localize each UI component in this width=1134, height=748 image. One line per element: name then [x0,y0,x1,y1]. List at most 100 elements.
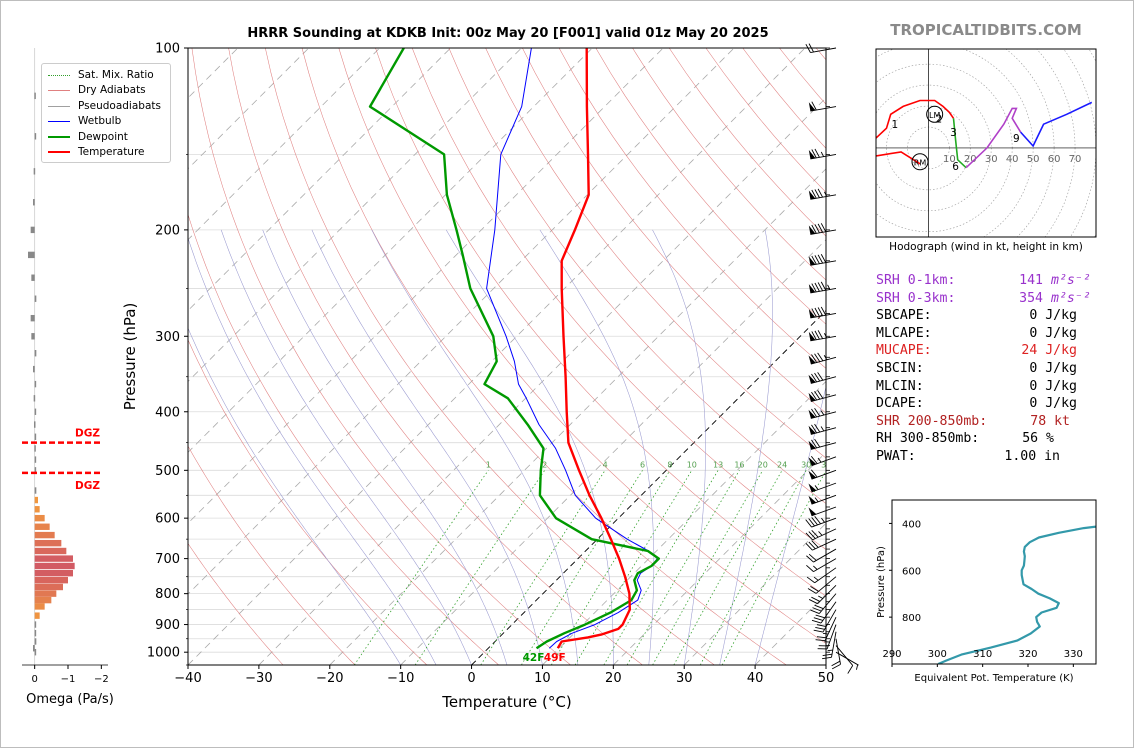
wind-barb [808,188,837,200]
mixing-ratio-label: 6 [640,460,645,469]
omega-bar [34,408,37,415]
dry-adiabat-line [191,48,571,665]
omega-bar [33,365,35,373]
wind-barb [808,482,837,493]
range-ring-label: 50 [1027,154,1040,165]
wind-barb [805,538,837,551]
mixing-ratio-label: 1 [486,460,491,469]
isotherm-line [613,451,826,665]
hodograph-trace [876,151,921,165]
omega-x-axis-label: Omega (Pa/s) [26,692,114,707]
omega-bar [31,274,35,281]
wind-barb [835,645,854,674]
omega-bar [34,380,37,388]
isotherm-line [471,309,826,665]
dry-adiabat-line [188,339,428,665]
legend-item-temperature: Temperature [48,145,145,159]
omega-bar [34,421,36,428]
height-label: 3 [950,127,957,139]
y-tick-label: 800 [155,587,180,602]
wind-barb [808,390,837,402]
dry-adiabat-line [742,48,826,149]
wind-barb [831,638,841,670]
wind-barb [805,516,837,528]
y-tick-label: 400 [155,405,180,420]
y-tick-label: 100 [155,42,180,57]
theta-e-x-tick-label: 310 [973,649,992,660]
omega-x-tick-label: −2 [94,674,109,685]
wind-barb [806,567,837,584]
param-dcape: DCAPE: 0 J/kg [876,396,1077,412]
omega-bar [34,496,38,504]
dry-adiabat-line [338,48,826,644]
theta-e-y-tick-label: 600 [902,566,921,577]
wind-barb [806,548,837,563]
mixing-ratio-label: 4 [603,460,608,469]
wind-barb [805,528,837,541]
omega-bar [34,576,68,584]
isotherm-line [188,48,593,453]
wind-barb [808,372,837,384]
omega-bar [33,395,36,402]
hodograph-trace [876,99,955,139]
wind-barb [808,494,837,505]
omega-bar [34,445,36,452]
omega-bar [30,226,35,234]
isotherm-line [825,664,826,665]
right-mover-marker [911,153,929,171]
dry-adiabat-line [188,213,499,665]
dry-adiabat-line [522,48,826,414]
mixing-ratio-line [699,470,807,665]
x-tick-label: −10 [387,671,414,686]
mixing-ratio-label: 24 [777,460,787,469]
omega-bar [31,333,35,340]
wind-barb [808,281,837,294]
range-ring-label: 10 [943,154,956,165]
theta-e-x-axis-label: Equivalent Pot. Temperature (K) [914,673,1073,684]
pseudoadiabat-line [754,385,826,665]
range-ring-label: 70 [1069,154,1082,165]
legend-item-dry-adiabats: Dry Adiabats [48,83,146,97]
wind-barb [808,469,837,480]
hodograph-trace [1020,101,1093,148]
pseudoadiabat-line [445,229,614,665]
range-ring-label: 60 [1048,154,1061,165]
param-pwat: PWAT: 1.00 in [876,448,1060,464]
mixing-ratio-line [550,470,671,665]
wind-barb [808,306,837,319]
wind-barb [808,438,837,450]
wind-barb [807,576,837,594]
theta-e-x-tick-label: 290 [882,649,901,660]
isotherm-line [188,48,735,595]
wind-barb [835,651,859,670]
hodograph-trace [965,107,1022,169]
param-sbcape: SBCAPE: 0 J/kg [876,308,1077,324]
isotherm-line [683,522,826,665]
omega-bar [34,612,40,619]
y-axis-label: Pressure (hPa) [121,303,139,411]
mixing-ratio-line [626,470,740,665]
theta-e-profile [937,525,1096,664]
wind-barb [808,584,837,605]
omega-bar [34,590,57,597]
mixing-ratio-label: 16 [734,460,744,469]
isotherm-line [188,48,664,524]
omega-bar [34,629,37,637]
wind-barb [815,616,837,642]
pseudoadiabat-line [311,229,543,665]
x-tick-label: −30 [245,671,272,686]
height-label: 9 [1013,133,1020,145]
dry-adiabat-line [448,48,826,504]
param-srh-3km: SRH 0-3km: 354 m²s⁻² [876,290,1091,306]
wind-barb [808,506,837,517]
mixing-ratio-line [353,470,489,665]
omega-bar [34,539,62,547]
wetbulb-profile [486,48,658,649]
legend-item-pseudoadiabats: Pseudoadiabats [48,99,161,113]
x-tick-label: 10 [534,671,551,686]
left-mover-marker [926,105,944,123]
omega-bar [34,295,37,302]
theta-e-x-tick-label: 300 [928,649,947,660]
height-label: 2 [936,113,943,125]
theta-e-x-tick-label: 320 [1018,649,1037,660]
